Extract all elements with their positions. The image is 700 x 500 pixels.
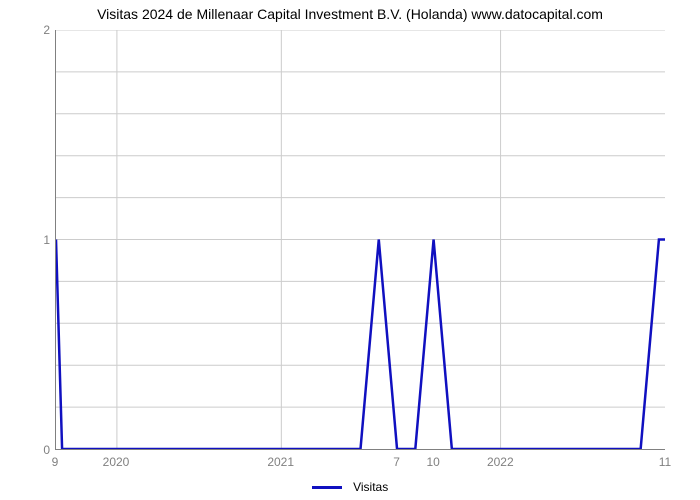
legend-label: Visitas <box>353 480 388 494</box>
legend-swatch <box>312 486 342 489</box>
x-tick-label: 2021 <box>267 455 294 469</box>
x-tick-label: 7 <box>393 455 400 469</box>
x-tick-label: 9 <box>52 455 59 469</box>
x-tick-label: 2022 <box>487 455 514 469</box>
chart-title: Visitas 2024 de Millenaar Capital Invest… <box>0 6 700 22</box>
y-tick-label: 0 <box>30 443 50 457</box>
y-tick-label: 1 <box>30 233 50 247</box>
x-tick-label: 2020 <box>103 455 130 469</box>
chart-svg <box>56 30 665 449</box>
visits-chart: Visitas 2024 de Millenaar Capital Invest… <box>0 0 700 500</box>
x-tick-label: 11 <box>659 455 671 469</box>
plot-area <box>55 30 665 450</box>
y-tick-label: 2 <box>30 23 50 37</box>
x-tick-label: 10 <box>427 455 440 469</box>
legend: Visitas <box>0 479 700 494</box>
